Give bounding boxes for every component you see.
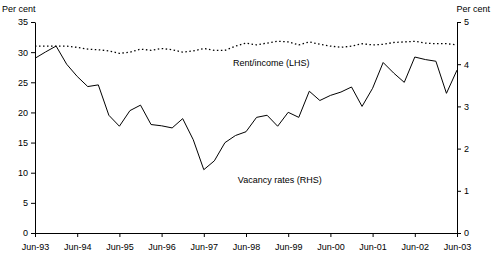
tick-mark [31,233,35,234]
series-line [35,46,457,170]
chart: 05101520253035012345Jun-93Jun-94Jun-95Ju… [0,0,492,265]
tick-label: Jun-01 [359,242,387,252]
tick: 15 [18,138,35,148]
tick-label: Jun-98 [233,242,261,252]
tick-label: 0 [23,228,28,238]
tick-mark [246,233,247,237]
tick: 30 [18,48,35,58]
tick-mark [31,22,35,23]
tick: 4 [457,60,469,70]
tick-label: 5 [464,17,469,27]
tick: Jun-95 [106,233,134,252]
tick-label: 10 [18,168,28,178]
tick-label: Jun-02 [402,242,430,252]
tick: 35 [18,17,35,27]
tick-label: Jun-94 [64,242,92,252]
tick-label: Jun-96 [148,242,176,252]
tick-label: Jun-97 [191,242,219,252]
tick-mark [330,233,331,237]
y2-axis-line [457,23,458,234]
tick-label: 30 [18,48,28,58]
tick: Jun-94 [64,233,92,252]
tick: 2 [457,144,469,154]
tick-label: 4 [464,60,469,70]
tick-mark [288,233,289,237]
tick-label: Jun-00 [317,242,345,252]
tick: 20 [18,108,35,118]
y-axis: 0 5 10 15 20 25 30 35 [18,17,36,238]
tick-mark [77,233,78,237]
tick: 0 [23,228,35,238]
y2-axis-title: Per cent [456,4,490,14]
tick-mark [31,82,35,83]
tick: Jun-99 [275,233,303,252]
y-axis-line [35,23,36,234]
tick-mark [373,233,374,237]
tick: Jun-97 [191,233,219,252]
tick-mark [457,149,461,150]
tick-mark [31,143,35,144]
tick-label: 15 [18,138,28,148]
tick-label: Jun-95 [106,242,134,252]
y-axis-title: Per cent [2,4,36,14]
tick: Jun-93 [22,233,50,252]
tick-mark [35,233,36,237]
plot-area [35,41,457,169]
tick-label: Jun-99 [275,242,303,252]
y2-axis: 0 1 2 3 4 5 [457,17,469,238]
tick: 0 [457,228,469,238]
series-line [35,41,457,53]
tick-mark [457,64,461,65]
tick-mark [457,106,461,107]
tick: 5 [457,17,469,27]
tick: 25 [18,78,35,88]
tick-mark [31,203,35,204]
tick: 10 [18,168,35,178]
tick: Jun-01 [359,233,387,252]
tick-label: 25 [18,78,28,88]
tick-mark [457,22,461,23]
tick-mark [204,233,205,237]
x-axis: Jun-93 Jun-94 Jun-95 Jun-96 Jun-97 Jun-98 Jun-… [22,233,472,252]
tick-label: 2 [464,144,469,154]
tick: 3 [457,102,469,112]
tick-mark [415,233,416,237]
tick-mark [119,233,120,237]
tick-label: Jun-03 [444,242,472,252]
tick: Jun-00 [317,233,345,252]
tick-mark [457,191,461,192]
tick-label: 0 [464,228,469,238]
tick: Jun-96 [148,233,176,252]
tick: Jun-98 [233,233,261,252]
tick-mark [31,173,35,174]
tick-label: 3 [464,102,469,112]
tick: Jun-03 [444,233,472,252]
tick: Jun-02 [402,233,430,252]
tick-mark [31,112,35,113]
tick-label: 1 [464,186,469,196]
tick: 5 [23,198,35,208]
series-label: Vacancy rates (RHS) [238,175,322,185]
tick-label: Jun-93 [22,242,50,252]
tick-label: 20 [18,108,28,118]
tick: 1 [457,186,469,196]
tick-mark [31,52,35,53]
tick-mark [162,233,163,237]
tick-label: 5 [23,198,28,208]
tick-mark [457,233,458,237]
series-label: Rent/income (LHS) [233,58,310,68]
tick-label: 35 [18,17,28,27]
